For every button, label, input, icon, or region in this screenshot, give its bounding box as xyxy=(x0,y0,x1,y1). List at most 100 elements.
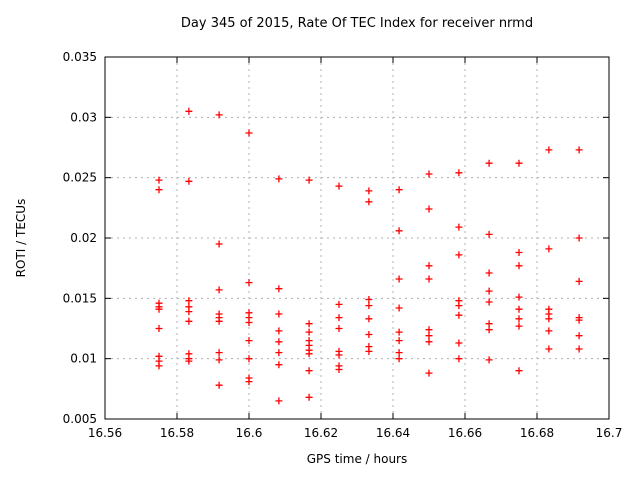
data-point xyxy=(215,286,223,294)
data-point xyxy=(515,367,523,375)
data-point xyxy=(215,111,223,119)
y-tick-label: 0.025 xyxy=(63,171,97,185)
data-point xyxy=(515,305,523,313)
data-point xyxy=(425,338,433,346)
data-point xyxy=(305,393,313,401)
data-point xyxy=(425,326,433,334)
data-point xyxy=(215,349,223,357)
data-point xyxy=(515,322,523,330)
data-point xyxy=(275,349,283,357)
data-point xyxy=(365,315,373,323)
data-point xyxy=(455,355,463,363)
data-point xyxy=(575,332,583,340)
data-point xyxy=(245,129,253,137)
data-point xyxy=(245,337,253,345)
data-point xyxy=(305,176,313,184)
data-point xyxy=(545,146,553,154)
x-tick-label: 16.64 xyxy=(376,426,410,440)
data-point xyxy=(395,355,403,363)
chart-title: Day 345 of 2015, Rate Of TEC Index for r… xyxy=(181,16,533,31)
data-point xyxy=(335,314,343,322)
data-point xyxy=(365,331,373,338)
data-point xyxy=(515,249,523,256)
y-tick-label: 0.02 xyxy=(70,231,97,245)
data-point xyxy=(425,369,433,377)
data-point xyxy=(215,240,223,248)
data-point xyxy=(425,170,433,178)
data-point xyxy=(155,362,163,370)
data-point xyxy=(185,357,193,365)
data-point xyxy=(155,176,163,184)
data-point xyxy=(395,337,403,345)
data-point xyxy=(215,317,223,325)
tick-labels: 16.56 16.58 16.6 16.62 16.64 16.66 16.68 16.7 0.… xyxy=(63,50,623,440)
data-point xyxy=(275,338,283,346)
y-tick-label: 0.01 xyxy=(70,352,97,366)
data-point xyxy=(245,355,253,363)
y-tick-label: 0.015 xyxy=(63,291,97,305)
data-point xyxy=(365,187,373,195)
data-point xyxy=(485,230,493,238)
data-point xyxy=(335,182,343,190)
data-point xyxy=(575,277,583,285)
data-point xyxy=(515,315,523,323)
data-point xyxy=(575,316,583,324)
data-point xyxy=(275,175,283,183)
data-point xyxy=(575,234,583,242)
data-point xyxy=(485,269,493,277)
data-point xyxy=(395,227,403,235)
data-point xyxy=(335,300,343,308)
data-point xyxy=(575,345,583,353)
data-point xyxy=(185,107,193,115)
data-point xyxy=(425,262,433,270)
data-point xyxy=(155,305,163,313)
data-point xyxy=(395,349,403,357)
data-point xyxy=(365,347,373,355)
x-tick-label: 16.66 xyxy=(448,426,482,440)
x-tick-label: 16.62 xyxy=(304,426,338,440)
data-point xyxy=(395,328,403,336)
x-axis-label: GPS time / hours xyxy=(307,452,408,466)
y-tick-label: 0.03 xyxy=(70,110,97,124)
data-point xyxy=(515,293,523,301)
data-point xyxy=(245,319,253,326)
y-axis-label: ROTI / TECUs xyxy=(14,199,28,278)
data-point xyxy=(185,297,193,305)
data-point xyxy=(545,327,553,335)
data-point xyxy=(455,251,463,259)
data-point xyxy=(455,311,463,319)
data-point xyxy=(185,317,193,325)
grid-lines xyxy=(105,57,609,419)
data-point xyxy=(515,159,523,167)
data-point xyxy=(275,361,283,369)
data-point xyxy=(275,285,283,293)
data-point xyxy=(455,223,463,231)
data-point xyxy=(275,327,283,335)
x-tick-label: 16.58 xyxy=(160,426,194,440)
data-point xyxy=(575,146,583,154)
data-point xyxy=(455,302,463,310)
data-point xyxy=(305,320,313,328)
x-tick-label: 16.56 xyxy=(88,426,122,440)
data-point xyxy=(335,325,343,332)
data-point xyxy=(485,326,493,334)
data-point xyxy=(305,350,313,358)
data-point xyxy=(275,310,283,318)
data-point xyxy=(365,296,373,303)
data-point xyxy=(425,205,433,213)
x-tick-label: 16.7 xyxy=(596,426,623,440)
data-point xyxy=(305,367,313,375)
data-point xyxy=(485,320,493,328)
data-point xyxy=(485,159,493,167)
data-point xyxy=(425,332,433,340)
data-point xyxy=(335,351,343,359)
data-point xyxy=(545,315,553,323)
data-point xyxy=(395,275,403,283)
data-point xyxy=(455,169,463,177)
data-point xyxy=(365,198,373,206)
data-point xyxy=(425,275,433,283)
data-points xyxy=(155,107,583,405)
data-point xyxy=(395,304,403,312)
